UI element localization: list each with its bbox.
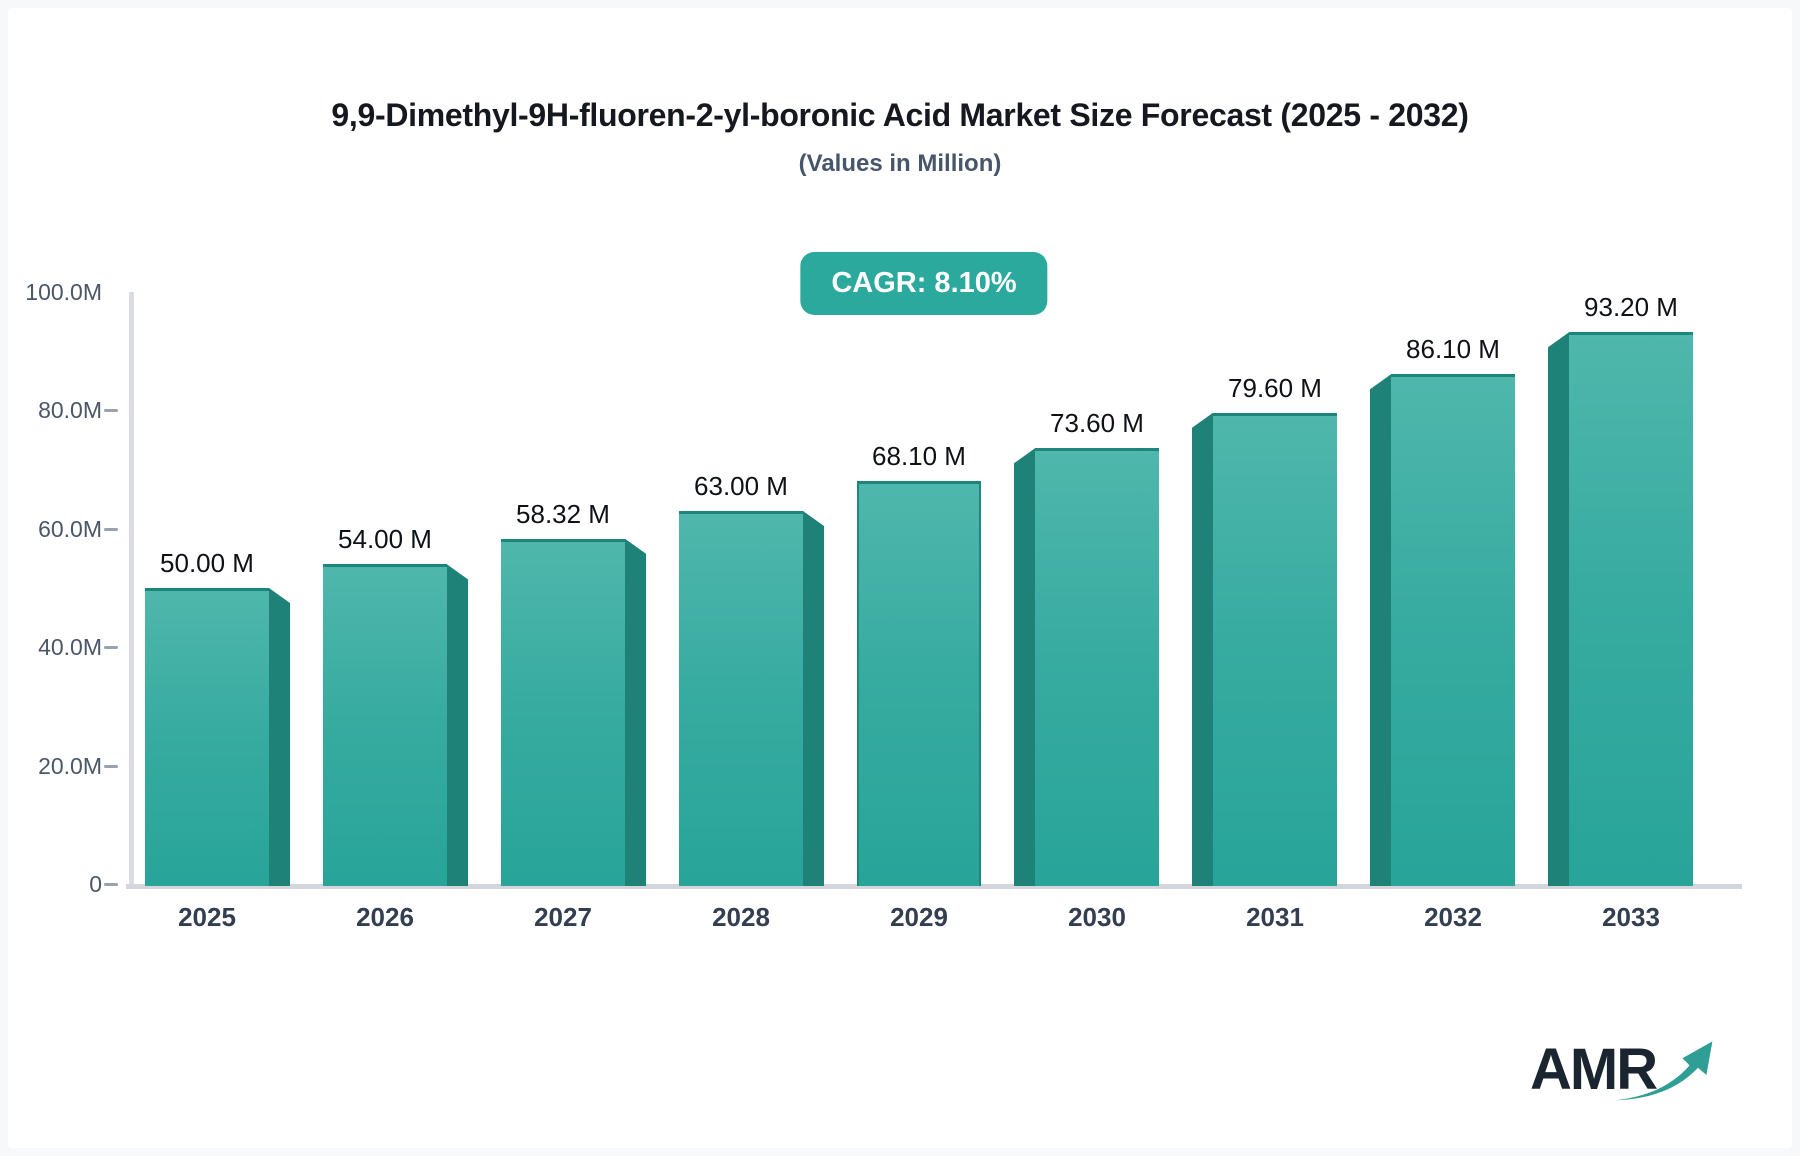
bar-2032 bbox=[1391, 374, 1515, 886]
bar-side-face bbox=[1548, 332, 1569, 886]
bar-value-label: 58.32 M bbox=[516, 498, 610, 529]
bar-2027 bbox=[501, 538, 625, 886]
y-axis-tick bbox=[104, 646, 118, 650]
y-axis-label: 60.0M bbox=[38, 515, 102, 542]
bar-value-label: 63.00 M bbox=[694, 471, 788, 502]
x-axis-line bbox=[126, 884, 1742, 889]
chart-subtitle: (Values in Million) bbox=[798, 150, 1002, 177]
y-axis-line bbox=[129, 292, 134, 886]
bar-side-face bbox=[1014, 448, 1035, 886]
bar-value-label: 86.10 M bbox=[1406, 334, 1500, 365]
y-axis-tick bbox=[104, 527, 118, 531]
bar-value-label: 93.20 M bbox=[1584, 292, 1678, 323]
amr-logo: AMR bbox=[1530, 1035, 1750, 1115]
bar-2030 bbox=[1035, 448, 1159, 886]
x-axis-label: 2028 bbox=[712, 902, 770, 932]
bar-side-face bbox=[447, 564, 468, 886]
bar-2028 bbox=[679, 511, 803, 886]
y-axis-label: 40.0M bbox=[38, 634, 102, 661]
x-axis-label: 2027 bbox=[534, 902, 592, 932]
bar-value-label: 50.00 M bbox=[160, 548, 254, 578]
bar-2031 bbox=[1213, 412, 1337, 886]
x-axis-label: 2033 bbox=[1602, 902, 1660, 932]
x-axis-label: 2032 bbox=[1424, 902, 1482, 932]
bar-2025 bbox=[145, 588, 269, 886]
amr-logo-text: AMR bbox=[1530, 1037, 1658, 1102]
y-axis-tick bbox=[104, 764, 118, 768]
bar-2026 bbox=[323, 564, 447, 886]
x-axis-label: 2025 bbox=[178, 902, 236, 932]
bar-side-face bbox=[1192, 412, 1213, 886]
y-axis-label: 100.0M bbox=[25, 279, 102, 305]
y-axis-label: 20.0M bbox=[38, 752, 102, 779]
bar-side-face bbox=[1370, 374, 1391, 886]
x-axis-label: 2030 bbox=[1068, 902, 1126, 932]
bar-value-label: 79.60 M bbox=[1228, 372, 1322, 403]
bar-side-face bbox=[269, 588, 290, 886]
bar-value-label: 68.10 M bbox=[872, 440, 966, 471]
bar-side-face bbox=[803, 511, 824, 886]
cagr-badge: CAGR: 8.10% bbox=[800, 252, 1048, 315]
x-axis-label: 2026 bbox=[356, 902, 414, 932]
bar-2029 bbox=[857, 480, 981, 886]
y-axis-label: 0 bbox=[89, 871, 102, 897]
x-axis-label: 2029 bbox=[890, 902, 948, 932]
chart-title: 9,9-Dimethyl-9H-fluoren-2-yl-boronic Aci… bbox=[331, 97, 1469, 133]
y-axis-tick bbox=[104, 409, 118, 413]
bar-2033 bbox=[1569, 332, 1693, 886]
bar-side-face bbox=[625, 538, 646, 886]
growth-arrow-icon bbox=[1616, 1041, 1713, 1101]
bar-value-label: 73.60 M bbox=[1050, 408, 1144, 439]
y-axis-label: 80.0M bbox=[38, 397, 102, 424]
y-axis-tick bbox=[104, 883, 118, 886]
x-axis-label: 2031 bbox=[1246, 902, 1304, 932]
bar-value-label: 54.00 M bbox=[338, 524, 432, 555]
